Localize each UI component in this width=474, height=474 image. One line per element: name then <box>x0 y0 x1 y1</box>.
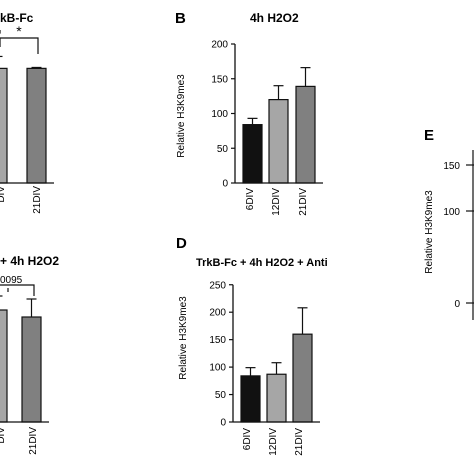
x-tick-label-b-1: 12DIV <box>271 188 282 216</box>
panel-a: DIV 21DIV <box>0 55 54 214</box>
panel-a-title: kB-Fc <box>0 11 34 25</box>
panel-c-title: + 4h H2O2 <box>0 254 59 268</box>
y-tick-label-d-2: 100 <box>209 363 226 374</box>
bar-b-0 <box>242 124 263 184</box>
x-tick-label-d-0: 6DIV <box>242 428 253 451</box>
significance-star-a: * <box>16 23 22 39</box>
y-axis-label-d: Relative H3K9me3 <box>178 296 189 380</box>
panel-letter-d: D <box>176 235 187 252</box>
x-tick-label-d-2: 21DIV <box>294 428 305 456</box>
panel-b: 6DIV 12DIV 21DIV 0 50 100 150 200 Relative H3K9m… <box>176 40 323 216</box>
bracket-line-a <box>0 37 39 54</box>
x-tick-label-a-0: DIV <box>0 186 7 203</box>
x-tick-label-c-1: 21DIV <box>28 427 39 455</box>
panel-b-title: 4h H2O2 <box>250 11 299 25</box>
y-axis-label-b: Relative H3K9me3 <box>176 74 187 158</box>
bar-d-2 <box>292 333 313 423</box>
bar-b-1 <box>268 98 289 184</box>
y-tick-label-b-4: 200 <box>211 40 228 51</box>
panel-c-stat-text: 0095 <box>0 275 23 286</box>
panel-d-title: TrkB-Fc + 4h H2O2 + Anti <box>196 257 328 269</box>
panel-letter-b: B <box>175 10 186 27</box>
bar-c-1 <box>21 316 42 423</box>
x-tick-label-d-1: 12DIV <box>268 428 279 456</box>
y-tick-label-b-3: 150 <box>211 74 228 85</box>
x-tick-label-c-0: DIV <box>0 427 7 444</box>
x-tick-label-b-0: 6DIV <box>245 188 256 211</box>
bracket-line-c <box>0 284 35 296</box>
bar-b-2 <box>295 85 316 184</box>
bar-d-1 <box>266 373 287 423</box>
y-tick-label-e-2: 150 <box>443 161 460 172</box>
bar-a-1 <box>26 67 47 184</box>
y-tick-label-d-0: 0 <box>220 418 226 429</box>
y-tick-label-b-1: 50 <box>217 144 229 155</box>
panel-d: 6DIV 12DIV 21DIV 0 50 100 150 200 250 Relative H3… <box>178 280 320 456</box>
y-tick-label-d-1: 50 <box>215 390 227 401</box>
panel-letter-e: E <box>424 127 434 144</box>
y-tick-label-b-0: 0 <box>222 179 228 190</box>
y-tick-label-d-3: 150 <box>209 335 226 346</box>
y-tick-label-e-0: 0 <box>454 299 460 310</box>
y-axis-label-e: Relative H3K9me3 <box>424 190 435 274</box>
x-tick-label-a-1: 21DIV <box>32 186 43 214</box>
bar-c-0 <box>0 309 8 423</box>
y-tick-label-d-5: 250 <box>209 280 226 291</box>
panel-e: 0 100 150 Relative H3K9me3 <box>424 150 474 320</box>
x-tick-label-b-2: 21DIV <box>298 188 309 216</box>
y-tick-label-e-1: 100 <box>443 207 460 218</box>
y-tick-label-d-4: 200 <box>209 308 226 319</box>
significance-bracket-a: * <box>0 23 39 54</box>
panel-c: DIV 21DIV <box>0 295 49 455</box>
y-tick-label-b-2: 100 <box>211 109 228 120</box>
significance-bracket-c <box>0 284 35 296</box>
bar-d-0 <box>240 375 261 423</box>
bar-a-0 <box>0 67 8 184</box>
